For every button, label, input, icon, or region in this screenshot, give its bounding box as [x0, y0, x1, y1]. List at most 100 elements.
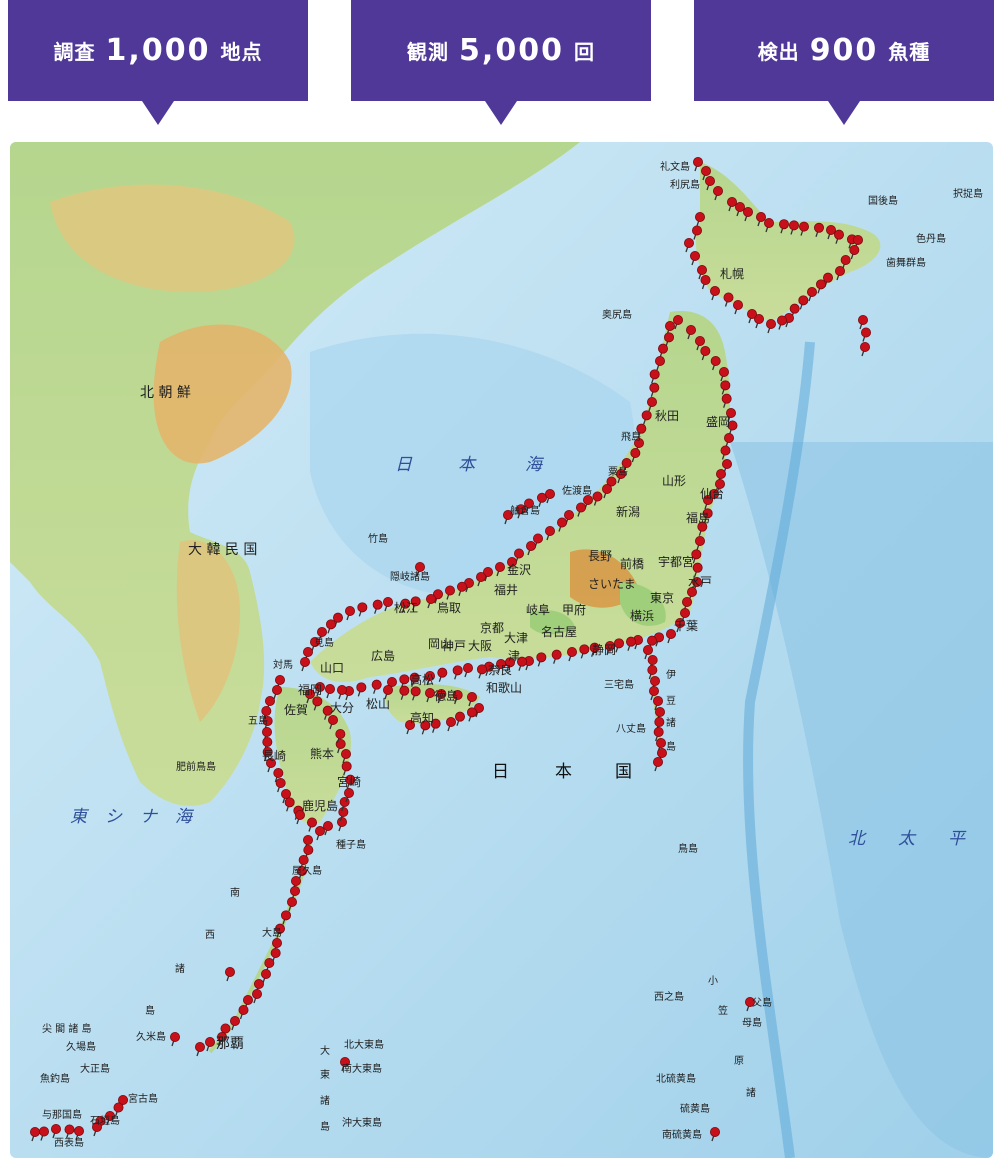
survey-pin[interactable] [567, 646, 578, 662]
survey-pin[interactable] [858, 314, 869, 330]
survey-pin[interactable] [29, 1127, 40, 1142]
survey-pin[interactable] [229, 1016, 240, 1031]
survey-pin[interactable] [424, 671, 435, 686]
survey-pin[interactable] [409, 672, 420, 687]
survey-pin[interactable] [605, 640, 616, 656]
survey-pin[interactable] [169, 1032, 180, 1047]
survey-pin[interactable] [691, 549, 702, 564]
survey-pin[interactable] [437, 667, 448, 682]
survey-pin[interactable] [466, 692, 477, 707]
survey-pin[interactable] [400, 598, 411, 613]
survey-pin[interactable] [275, 778, 286, 793]
survey-pin[interactable] [314, 682, 325, 697]
survey-pin[interactable] [690, 251, 701, 266]
survey-pin[interactable] [649, 382, 660, 397]
survey-pin[interactable] [242, 995, 253, 1010]
survey-pin[interactable] [264, 958, 275, 973]
survey-pin[interactable] [653, 696, 664, 711]
survey-pin[interactable] [280, 789, 291, 804]
survey-pin[interactable] [564, 509, 575, 525]
survey-pin[interactable] [826, 225, 837, 240]
survey-pin[interactable] [382, 596, 393, 612]
survey-pin[interactable] [710, 285, 721, 301]
survey-pin[interactable] [322, 821, 333, 836]
survey-pin[interactable] [495, 659, 506, 674]
survey-pin[interactable] [299, 657, 310, 672]
survey-pin[interactable] [682, 596, 693, 612]
survey-pin[interactable] [410, 686, 421, 701]
survey-pin[interactable] [420, 720, 431, 735]
survey-pin[interactable] [636, 423, 647, 438]
survey-pin[interactable] [616, 468, 627, 484]
survey-pin[interactable] [745, 997, 756, 1012]
survey-pin[interactable] [684, 238, 695, 253]
survey-pin[interactable] [466, 707, 477, 722]
survey-pin[interactable] [482, 566, 493, 582]
survey-pin[interactable] [653, 757, 664, 772]
survey-pin[interactable] [545, 488, 556, 504]
survey-pin[interactable] [274, 923, 285, 938]
survey-pin[interactable] [723, 292, 734, 307]
survey-pin[interactable] [799, 221, 810, 236]
survey-pin[interactable] [756, 212, 767, 227]
survey-pin[interactable] [747, 308, 758, 324]
survey-pin[interactable] [404, 720, 415, 735]
survey-pin[interactable] [702, 508, 713, 523]
survey-pin[interactable] [789, 220, 800, 235]
survey-pin[interactable] [336, 685, 347, 700]
survey-pin[interactable] [576, 502, 587, 517]
survey-pin[interactable] [341, 761, 352, 776]
survey-pin[interactable] [634, 437, 645, 453]
survey-pin[interactable] [92, 1122, 103, 1137]
survey-pin[interactable] [304, 689, 315, 704]
survey-pin[interactable] [524, 498, 535, 513]
survey-pin[interactable] [727, 197, 738, 212]
survey-pin[interactable] [727, 420, 738, 435]
survey-pin[interactable] [724, 432, 735, 448]
survey-pin[interactable] [630, 447, 641, 463]
survey-pin[interactable] [697, 521, 708, 536]
survey-pin[interactable] [284, 797, 295, 812]
survey-pin[interactable] [216, 1032, 227, 1047]
survey-pin[interactable] [340, 749, 351, 764]
survey-pin[interactable] [614, 638, 625, 653]
survey-pin[interactable] [647, 665, 658, 680]
survey-pin[interactable] [849, 245, 860, 260]
survey-pin[interactable] [695, 212, 706, 227]
survey-pin[interactable] [701, 165, 712, 181]
survey-pin[interactable] [456, 581, 467, 596]
survey-pin[interactable] [513, 548, 524, 563]
survey-pin[interactable] [798, 295, 809, 310]
survey-pin[interactable] [675, 617, 686, 633]
survey-pin[interactable] [224, 967, 235, 982]
survey-pin[interactable] [251, 989, 262, 1004]
survey-pin[interactable] [344, 605, 355, 621]
survey-pin[interactable] [371, 679, 382, 694]
survey-pin[interactable] [436, 689, 447, 704]
survey-pin[interactable] [754, 313, 765, 329]
survey-pin[interactable] [710, 1127, 721, 1142]
survey-pin[interactable] [713, 186, 724, 201]
survey-pin[interactable] [314, 826, 325, 841]
survey-pin[interactable] [654, 717, 665, 732]
survey-pin[interactable] [238, 1005, 249, 1020]
survey-pin[interactable] [861, 327, 872, 342]
survey-pin[interactable] [105, 1111, 116, 1126]
survey-pin[interactable] [733, 299, 744, 315]
survey-pin[interactable] [51, 1124, 62, 1139]
survey-pin[interactable] [316, 626, 327, 642]
survey-pin[interactable] [777, 315, 788, 330]
survey-pin[interactable] [589, 642, 600, 657]
survey-pin[interactable] [700, 274, 711, 290]
survey-pin[interactable] [743, 207, 754, 222]
survey-pin[interactable] [807, 286, 818, 302]
survey-pin[interactable] [658, 343, 669, 358]
survey-pin[interactable] [372, 599, 383, 614]
survey-pin[interactable] [327, 715, 338, 730]
survey-pin[interactable] [666, 628, 677, 644]
survey-pin[interactable] [64, 1124, 75, 1139]
survey-pin[interactable] [476, 664, 487, 679]
survey-pin[interactable] [399, 685, 410, 700]
survey-pin[interactable] [452, 665, 463, 680]
survey-pin[interactable] [262, 747, 273, 762]
